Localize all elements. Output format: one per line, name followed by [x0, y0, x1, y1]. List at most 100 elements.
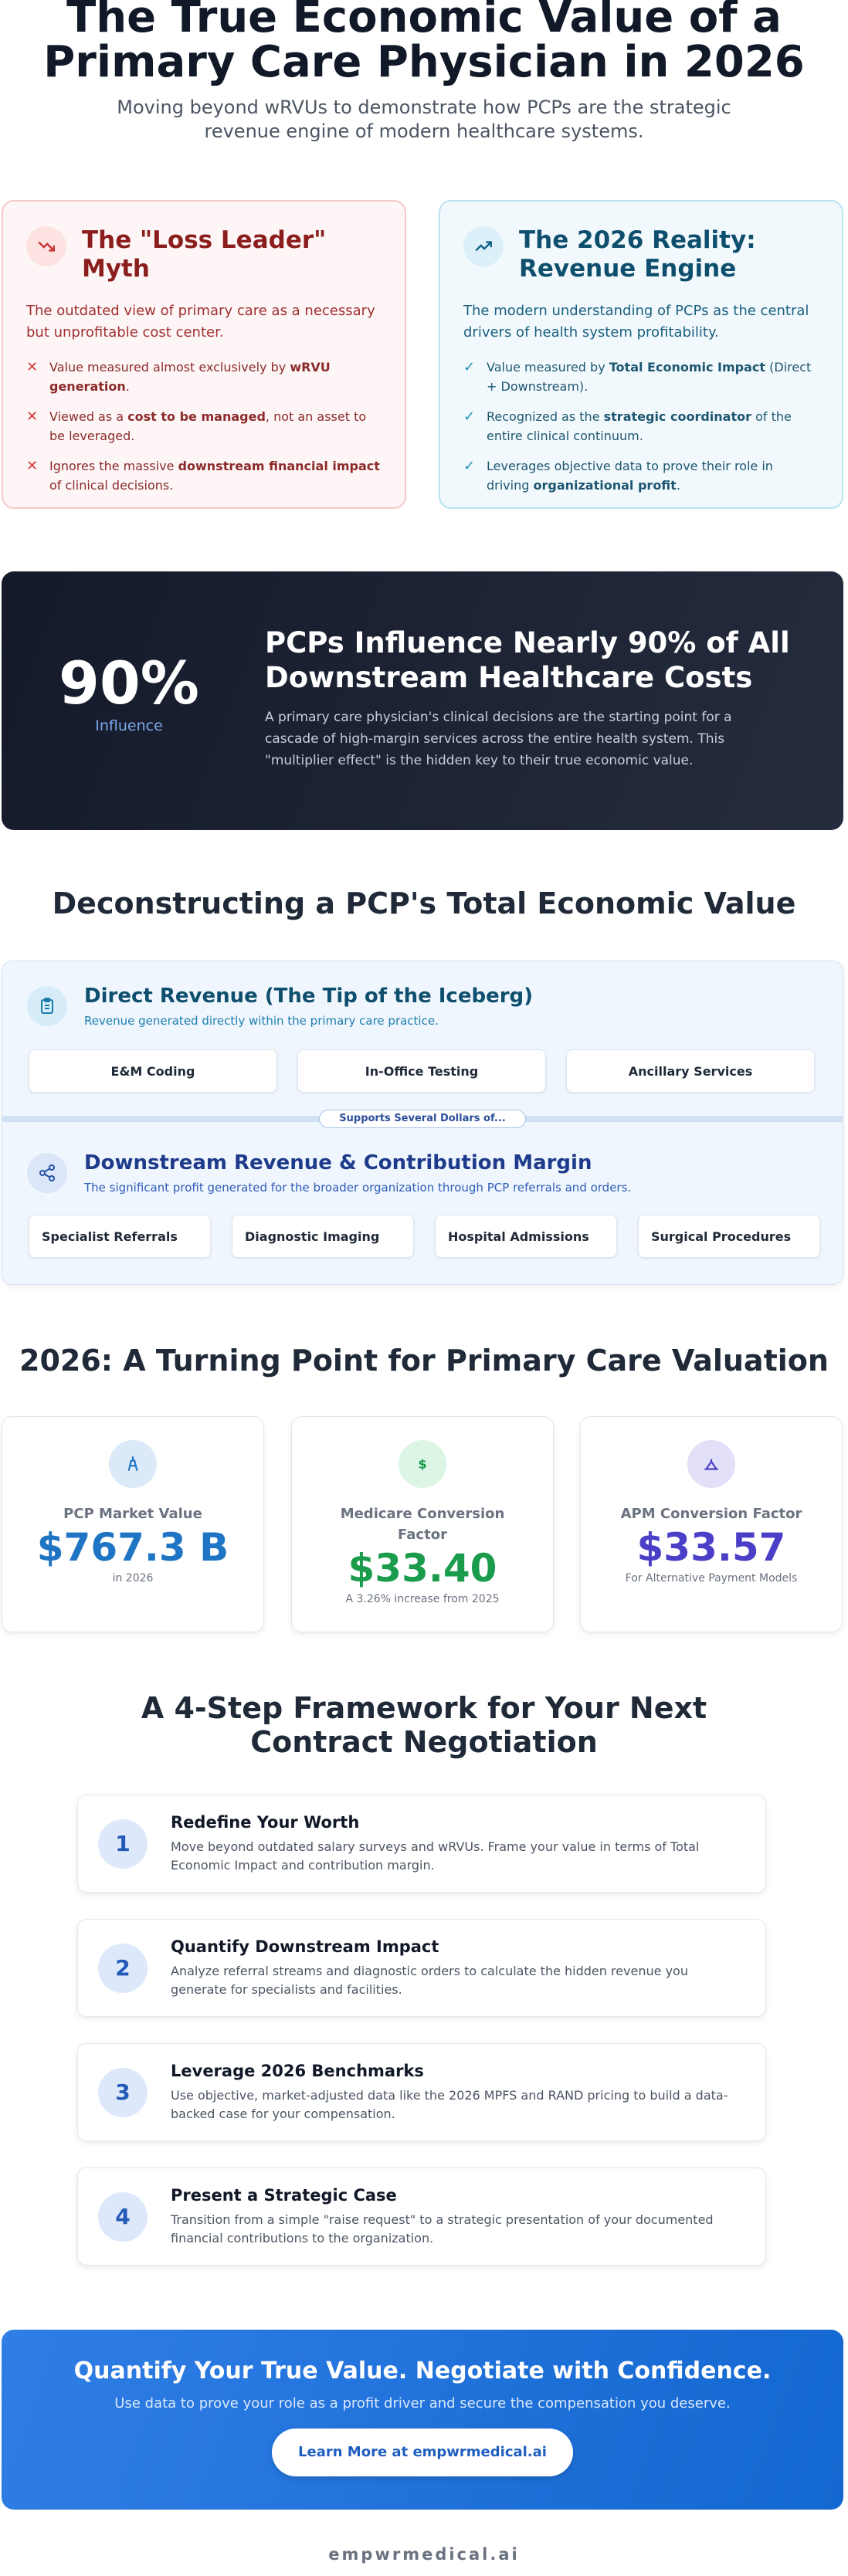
point-part: Viewed as a — [49, 409, 128, 424]
point: ✓ Recognized as the strategic coordinator… — [463, 407, 819, 446]
point-text: Leverages objective data to prove their … — [487, 456, 819, 495]
footer: empwrmedical.ai — [328, 2545, 520, 2564]
clipboard-icon — [41, 998, 53, 1014]
icon — [687, 1440, 735, 1488]
reality-card: The 2026 Reality: Revenue Engine The mod… — [439, 200, 843, 509]
stat-label: APM Conversion Factor — [620, 1506, 802, 1522]
point-text: Viewed as a cost to be managed, not an a… — [49, 407, 382, 446]
step-card: 4 Present a Strategic Case Transition from… — [77, 2168, 766, 2266]
point-part: of clinical decisions. — [49, 478, 174, 493]
share-icon — [39, 1164, 55, 1181]
point-list: ✕ Value measured almost exclusively by wR… — [26, 358, 382, 495]
point-part: of the entire clinical continuum. — [487, 409, 792, 443]
stat-note: A 3.26% increase from 2025 — [345, 1593, 500, 1605]
card-head: The "Loss Leader" Myth — [26, 226, 382, 283]
stat-block: 90% Influence — [2, 652, 256, 735]
stat-value: $33.40 — [348, 1546, 497, 1591]
step-body: Present a Strategic Case Transition from … — [171, 2186, 745, 2248]
step-card: 3 Leverage 2026 Benchmarks Use objective, … — [77, 2043, 766, 2141]
point: ✓ Value measured by Total Economic Impact… — [463, 358, 819, 396]
stat-note: in 2026 — [112, 1572, 154, 1585]
cta-title: Quantify Your True Value. Negotiate with… — [73, 2357, 772, 2384]
point-marker: ✕ — [26, 458, 39, 474]
step-card: 2 Quantify Downstream Impact Analyze refer… — [77, 1919, 766, 2017]
item-pill: Surgical Procedures — [638, 1215, 820, 1258]
icon — [463, 226, 504, 266]
card-title: The "Loss Leader" Myth — [82, 226, 327, 283]
step-title: Quantify Downstream Impact — [171, 1937, 439, 1956]
point-text: Value measured almost exclusively by wRV… — [49, 358, 382, 396]
step-body: Quantify Downstream Impact Analyze referr… — [171, 1937, 745, 1999]
point: ✓ Leverages objective data to prove their… — [463, 456, 819, 495]
point-emphasis: Total Economic Impact — [609, 360, 766, 375]
point-text: Ignores the massive downstream financial… — [49, 456, 382, 495]
item-pill: Diagnostic Imaging — [232, 1215, 414, 1258]
point-part: Ignores the massive — [49, 459, 178, 473]
step-number: 2 — [98, 1943, 148, 1993]
step-body: Leverage 2026 Benchmarks Use objective, m… — [171, 2062, 745, 2124]
point-marker: ✓ — [463, 458, 476, 474]
point-marker: ✕ — [26, 359, 39, 375]
step-text: Transition from a simple "raise request"… — [171, 2212, 714, 2246]
point-text: Value measured by Total Economic Impact … — [487, 358, 819, 396]
step-number: 3 — [98, 2067, 148, 2117]
point-emphasis: organizational profit — [533, 478, 677, 493]
stat-icon — [704, 1459, 718, 1470]
downstream-subtitle: The significant profit generated for the… — [84, 1181, 632, 1195]
stat-label: PCP Market Value — [63, 1506, 202, 1522]
card-head: The 2026 Reality: Revenue Engine — [463, 226, 819, 283]
highlight-text: A primary care physician's clinical deci… — [265, 710, 732, 768]
point-marker: ✓ — [463, 359, 476, 375]
card-description: The modern understanding of PCPs as the … — [463, 303, 809, 341]
point-part: , not an asset to be leveraged. — [49, 409, 367, 443]
item-pill: Hospital Admissions — [435, 1215, 617, 1258]
stat-card: PCP Market Value $767.3 B in 2026 — [2, 1416, 264, 1632]
stat-label: Medicare Conversion Factor — [340, 1506, 505, 1543]
item-pill: In-Office Testing — [297, 1049, 546, 1093]
stat-icon — [127, 1456, 138, 1471]
trend-up-icon — [475, 241, 492, 252]
downstream-title: Downstream Revenue & Contribution Margin — [84, 1151, 592, 1174]
direct-subtitle: Revenue generated directly within the pr… — [84, 1014, 439, 1028]
icon — [27, 1153, 67, 1193]
cta-box: Quantify Your True Value. Negotiate with… — [2, 2330, 843, 2510]
step-body: Redefine Your Worth Move beyond outdated … — [171, 1813, 745, 1875]
point-part: . — [125, 379, 130, 394]
step-text: Analyze referral streams and diagnostic … — [171, 1963, 688, 1997]
icon: $ — [399, 1440, 446, 1488]
section-title: 2026: A Turning Point for Primary Care V… — [19, 1344, 829, 1378]
point-list: ✓ Value measured by Total Economic Impact… — [463, 358, 819, 495]
stat-value: $767.3 B — [36, 1525, 229, 1570]
stat-card: $ Medicare Conversion Factor $33.40 A 3.26%… — [291, 1416, 554, 1632]
point-text: Recognized as the strategic coordinator … — [487, 407, 819, 446]
step-number: 4 — [98, 2191, 148, 2242]
point-marker: ✕ — [26, 408, 39, 425]
point-part: (Direct + Downstream). — [487, 360, 812, 394]
trend-down-icon — [38, 241, 55, 252]
point-emphasis: downstream financial impact — [178, 459, 380, 473]
point-part: . — [676, 478, 680, 493]
step-text: Move beyond outdated salary surveys and … — [171, 1839, 700, 1873]
stat-value: $33.57 — [636, 1525, 786, 1570]
point-part: Value measured by — [487, 360, 609, 375]
point: ✕ Ignores the massive downstream financia… — [26, 456, 382, 495]
step-card: 1 Redefine Your Worth Move beyond outdated… — [77, 1795, 766, 1893]
point-part: Value measured almost exclusively by — [49, 360, 290, 375]
page-title: The True Economic Value of a Primary Car… — [43, 0, 805, 87]
stat-icon: $ — [418, 1456, 426, 1471]
card-title: The 2026 Reality: Revenue Engine — [519, 226, 756, 283]
icon — [27, 986, 67, 1026]
header: The True Economic Value of a Primary Car… — [15, 0, 833, 144]
point-part: Recognized as the — [487, 409, 604, 424]
cta-button[interactable]: Learn More at empwrmedical.ai — [272, 2429, 573, 2476]
connector-label: Supports Several Dollars of... — [319, 1110, 526, 1128]
item-pill: Ancillary Services — [566, 1049, 815, 1093]
stat-card: APM Conversion Factor $33.57 For Alternati… — [580, 1416, 843, 1632]
point-marker: ✓ — [463, 408, 476, 425]
section-title: Deconstructing a PCP's Total Economic Va… — [52, 886, 796, 920]
icon — [26, 226, 66, 266]
direct-title: Direct Revenue (The Tip of the Iceberg) — [84, 985, 534, 1008]
step-title: Leverage 2026 Benchmarks — [171, 2061, 424, 2080]
